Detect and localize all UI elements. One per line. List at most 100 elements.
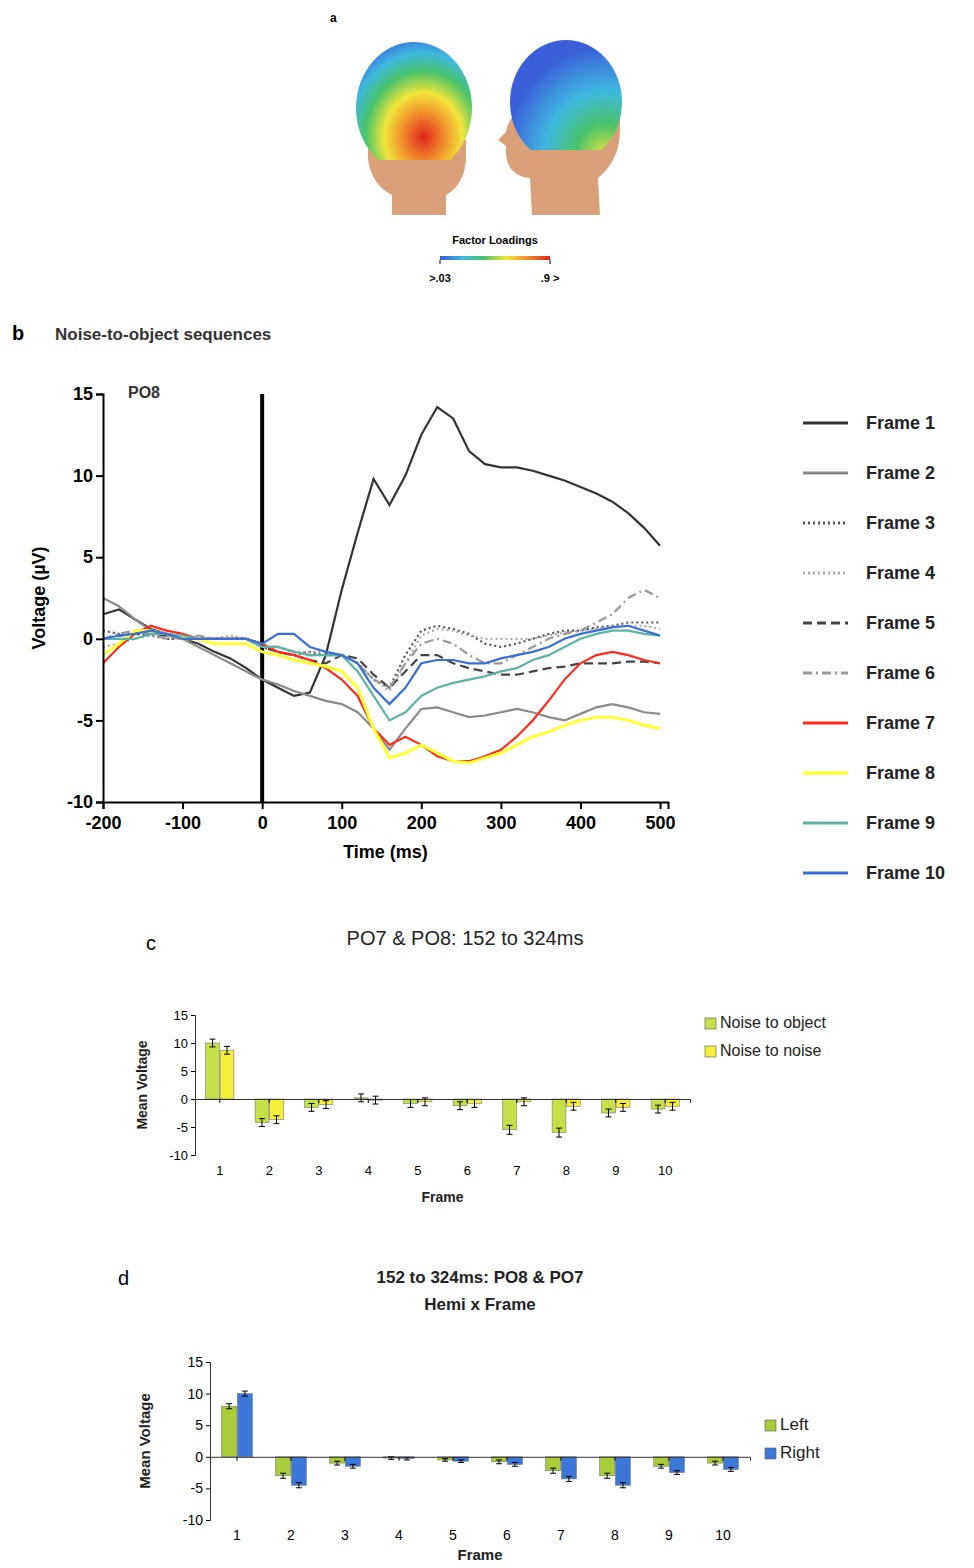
tick-mark <box>665 1099 666 1103</box>
tick-label: -10 <box>183 1512 203 1528</box>
tick-label: 2 <box>287 1527 295 1543</box>
tick: 0 <box>195 1449 210 1465</box>
scalp-map <box>510 40 622 150</box>
error-bar <box>458 1460 464 1463</box>
tick-mark <box>500 802 502 809</box>
error-bar <box>309 1103 315 1111</box>
axis-line <box>96 395 104 803</box>
error-bar <box>655 1105 661 1113</box>
series-line <box>103 626 660 704</box>
y-axis: -10-5051015 <box>183 1354 211 1528</box>
bar <box>220 1050 234 1099</box>
tick-label: 10 <box>658 1163 672 1178</box>
tick: 0 <box>258 802 268 833</box>
tick: 5 <box>449 1457 457 1543</box>
legend: Frame 1Frame 2Frame 3Frame 4Frame 5Frame… <box>803 413 945 883</box>
colorbar <box>440 256 550 260</box>
chart-subtitle: Hemi x Frame <box>424 1295 536 1314</box>
legend-swatch <box>765 1420 776 1431</box>
tick-mark <box>206 1457 210 1458</box>
error-bar <box>273 1116 279 1124</box>
x-axis: 12345678910 <box>211 1457 751 1543</box>
tick-mark <box>291 1457 292 1461</box>
legend-swatch <box>803 872 848 875</box>
tick: 10 <box>715 1457 731 1543</box>
tick-label: -5 <box>191 1480 204 1496</box>
error-bar <box>350 1464 356 1468</box>
tick-label: 400 <box>566 813 596 833</box>
error-bar <box>210 1039 216 1047</box>
axis-line <box>206 1363 211 1521</box>
chart-title: PO7 & PO8: 152 to 324ms <box>347 927 584 949</box>
tick-mark <box>206 1362 210 1363</box>
x-axis: 12345678910 <box>196 1099 691 1178</box>
axis-line <box>196 1100 691 1104</box>
legend-swatch <box>803 722 848 725</box>
tick-mark <box>566 1099 567 1103</box>
error-bar <box>242 1391 248 1396</box>
tick: 9 <box>665 1457 673 1543</box>
tick-mark <box>269 1099 270 1103</box>
error-bar <box>457 1102 463 1110</box>
tick-label: 10 <box>187 1386 203 1402</box>
legend-label: Frame 10 <box>866 863 945 883</box>
panel-letter: b <box>12 322 24 344</box>
colorbar-tick <box>550 260 551 264</box>
y-axis-title: Voltage (µV) <box>29 546 49 649</box>
error-bar <box>226 1404 232 1409</box>
tick-mark <box>399 1457 400 1461</box>
tick-mark <box>96 557 103 559</box>
bar <box>552 1099 566 1133</box>
series-line <box>103 407 660 696</box>
tick-label: 10 <box>73 466 93 486</box>
tick: 200 <box>407 802 437 833</box>
bar <box>291 1457 306 1485</box>
tick-mark <box>262 802 264 809</box>
axis-line <box>211 1457 751 1461</box>
tick: 15 <box>73 384 103 404</box>
legend-label: Frame 2 <box>866 463 935 483</box>
tick: 10 <box>658 1099 672 1178</box>
tick-label: 100 <box>327 813 357 833</box>
tick: -5 <box>77 711 103 731</box>
colorbar-tick-label: >.03 <box>429 272 451 284</box>
error-bar <box>669 1102 675 1110</box>
x-axis-title: Frame <box>457 1546 502 1563</box>
bar <box>206 1043 220 1099</box>
axis-line <box>104 803 669 810</box>
tick-mark <box>206 1425 210 1426</box>
tick: 10 <box>187 1386 210 1402</box>
tick-mark <box>615 1099 616 1103</box>
tick: -100 <box>165 802 201 833</box>
tick: 3 <box>315 1099 322 1178</box>
tick-label: 200 <box>407 813 437 833</box>
tick-label: 6 <box>503 1527 511 1543</box>
tick-label: 15 <box>187 1354 203 1370</box>
legend: Noise to objectNoise to noise <box>705 1014 826 1059</box>
tick: 9 <box>612 1099 619 1178</box>
error-bar <box>507 1125 513 1134</box>
error-bar <box>604 1473 610 1478</box>
legend-label: Right <box>780 1443 820 1462</box>
legend-swatch <box>803 622 848 625</box>
legend-label: Left <box>780 1415 809 1434</box>
legend-label: Frame 3 <box>866 513 935 533</box>
tick-label: 1 <box>216 1163 223 1178</box>
tick-mark <box>96 802 103 804</box>
tick: 7 <box>557 1457 565 1543</box>
tick-mark <box>206 1488 210 1489</box>
tick-mark <box>507 1457 508 1461</box>
tick: 1 <box>233 1457 241 1543</box>
tick-mark <box>191 1015 195 1016</box>
tick-label: 300 <box>486 813 516 833</box>
tick-mark <box>191 1071 195 1072</box>
tick: 8 <box>611 1457 619 1543</box>
error-bar <box>512 1462 518 1466</box>
axis-line <box>191 1016 196 1156</box>
tick-mark <box>219 1099 220 1103</box>
panel-d: d152 to 324ms: PO8 & PO7Hemi x Frame-10-… <box>118 1267 820 1563</box>
tick: 10 <box>174 1036 195 1051</box>
tick-mark <box>615 1457 616 1461</box>
tick-label: 0 <box>195 1449 203 1465</box>
tick-mark <box>96 720 103 722</box>
